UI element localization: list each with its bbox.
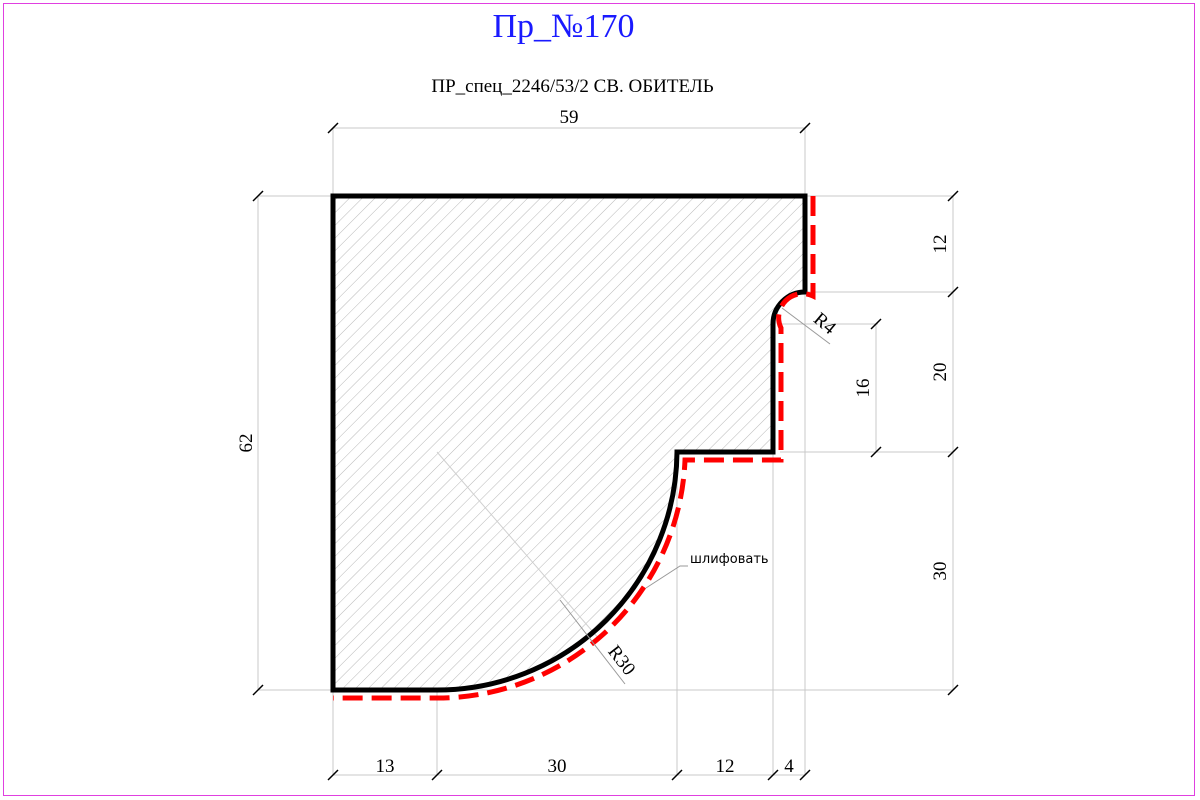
dim-bottom-13: 13	[376, 756, 395, 777]
dim-bottom-4: 4	[784, 756, 794, 777]
dim-bottom-12: 12	[716, 756, 735, 777]
dim-inner-16: 16	[853, 379, 874, 398]
drawing-title: Пр_№170	[492, 8, 635, 45]
drawing-frame	[3, 3, 1195, 796]
dim-radius-small: R4	[809, 309, 840, 340]
sanding-line	[333, 196, 816, 701]
dim-left-height: 62	[236, 434, 257, 453]
dim-radius-large: R30	[603, 642, 639, 680]
dim-bottom-30: 30	[548, 756, 567, 777]
r4-leader	[781, 307, 831, 345]
extension-lines	[258, 128, 953, 775]
dimension-ticks	[252, 122, 959, 781]
drawing-subtitle: ПР_спец_2246/53/2 СВ. ОБИТЕЛЬ	[431, 76, 714, 97]
construction-line	[436, 451, 601, 641]
note-leader	[645, 565, 688, 589]
dimension-lines	[257, 127, 954, 776]
r30-leader	[559, 599, 626, 685]
dim-right-bottom: 30	[930, 562, 951, 581]
profile-section	[333, 196, 805, 690]
sanding-note: шлифовать	[690, 552, 769, 567]
dim-top-width: 59	[560, 107, 579, 128]
dim-right-top: 12	[930, 235, 951, 254]
dim-right-middle: 20	[930, 363, 951, 382]
